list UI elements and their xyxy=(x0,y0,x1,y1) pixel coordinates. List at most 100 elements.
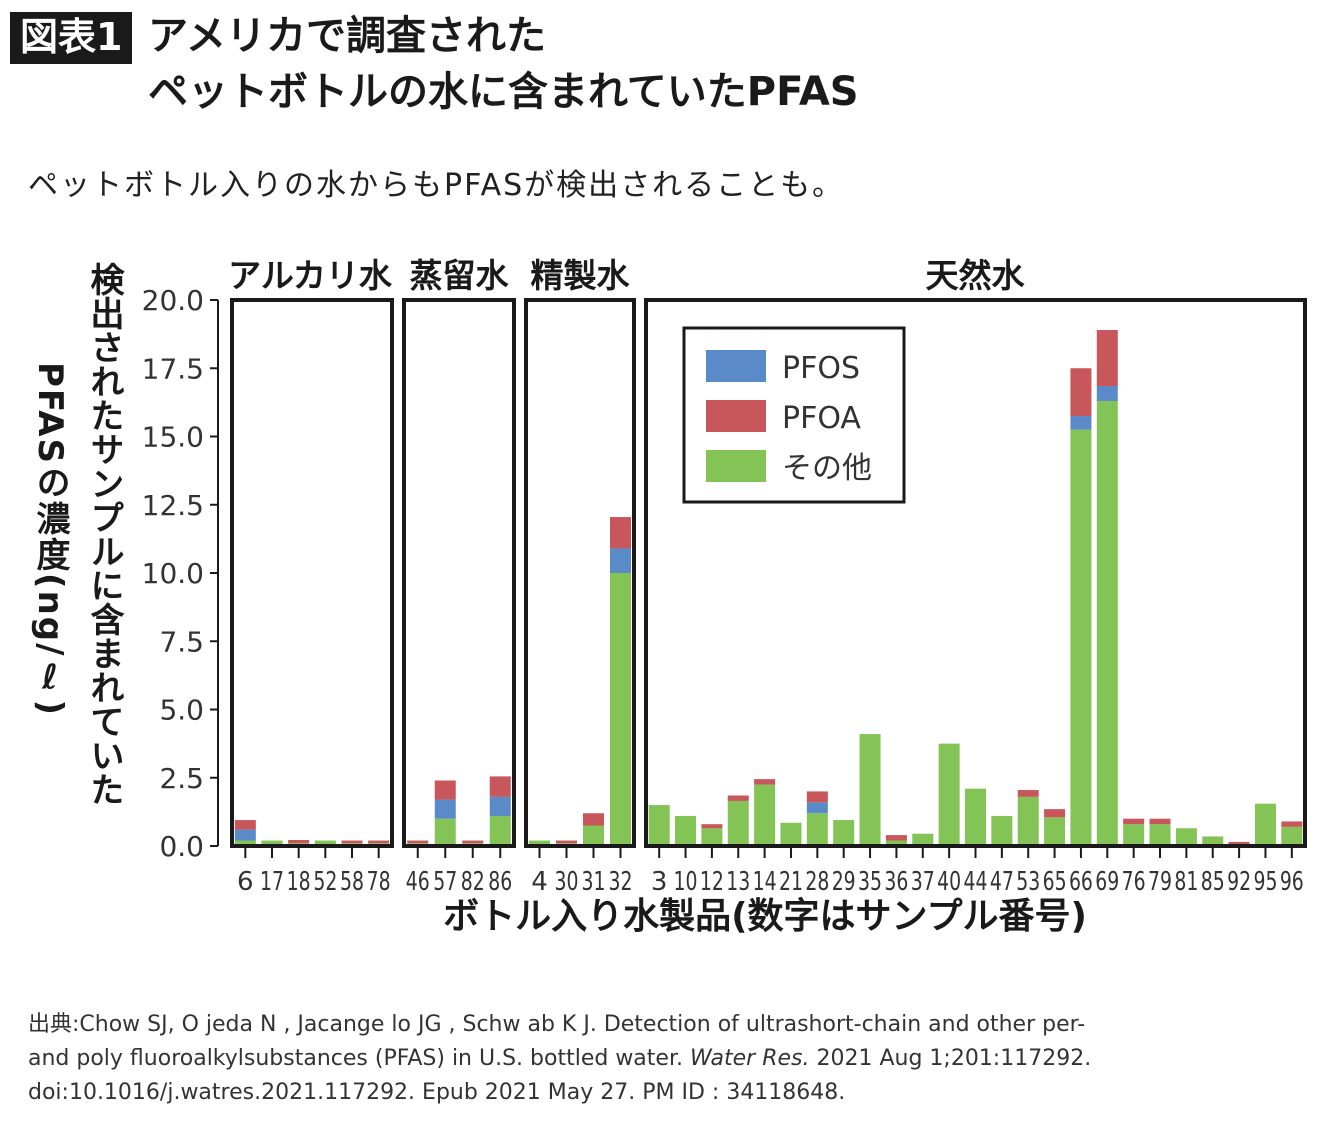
bar-segment-pfoa xyxy=(1228,841,1250,845)
x-tick-label: 12 xyxy=(700,867,724,897)
bar-segment-other xyxy=(314,840,336,846)
y-tick-label: 2.5 xyxy=(159,762,204,795)
bar-segment-other xyxy=(885,840,907,846)
bar-segment-other xyxy=(1175,828,1197,846)
x-tick-label: 44 xyxy=(964,867,988,897)
panel-frame xyxy=(402,298,516,848)
legend-label: PFOA xyxy=(782,401,861,436)
figure-number-badge: 図表1 xyxy=(10,12,133,64)
bar-segment-pfoa xyxy=(462,840,484,844)
bar-segment-pfoa xyxy=(1017,790,1039,797)
bar-segment-other xyxy=(938,743,960,846)
source-journal: Water Res. xyxy=(689,1046,810,1071)
bar-segment-pfoa xyxy=(701,824,723,829)
x-tick-label: 28 xyxy=(805,867,829,897)
bar-segment-other xyxy=(1070,429,1092,846)
x-tick-label: 18 xyxy=(287,867,311,897)
x-tick-label: 53 xyxy=(1016,867,1040,897)
source-line-2-date: 2021 Aug 1;201:117292. xyxy=(809,1046,1092,1071)
bar-segment-other xyxy=(859,734,881,846)
legend-label: PFOS xyxy=(782,351,860,386)
x-tick-label: 76 xyxy=(1122,867,1146,897)
bar-segment-other xyxy=(610,573,631,846)
y-tick-label: 15.0 xyxy=(142,421,204,454)
bar-segment-other xyxy=(675,815,697,846)
bar-segment-pfoa xyxy=(434,780,456,800)
bar-segment-pfoa xyxy=(407,840,429,844)
legend-swatch xyxy=(706,450,766,482)
bar-segment-other xyxy=(1149,824,1171,846)
bar-segment-other xyxy=(648,805,670,846)
x-tick-label: 81 xyxy=(1174,867,1198,897)
x-tick-label: 30 xyxy=(555,867,579,897)
bar-segment-other xyxy=(833,820,855,846)
bar-segment-other xyxy=(261,840,283,846)
stacked-bar-chart: 0.0 2.5 5.0 7.5 10.0 12.5 15.0 17.5 20.0 検出されたサンプ… xyxy=(30,256,1307,937)
bar-segment-pfoa xyxy=(1096,330,1118,386)
x-tick-label: 6 xyxy=(237,867,254,897)
bar-segment-pfoa xyxy=(583,813,604,826)
x-tick-label: 58 xyxy=(340,867,364,897)
bar-segment-other xyxy=(434,818,456,846)
bar-segment-pfoa xyxy=(234,820,256,830)
x-tick-label: 14 xyxy=(753,867,777,897)
x-tick-label: 10 xyxy=(674,867,698,897)
x-tick-label: 52 xyxy=(313,867,337,897)
x-tick-label: 31 xyxy=(582,867,606,897)
x-tick-label: 29 xyxy=(832,867,856,897)
bar-segment-other xyxy=(1254,803,1276,846)
x-tick-label: 32 xyxy=(609,867,633,897)
bar-segment-pfoa xyxy=(727,795,749,801)
bar-segment-pfos xyxy=(1070,416,1092,430)
x-tick-label: 36 xyxy=(884,867,908,897)
bar-segment-other xyxy=(965,788,986,846)
panel-title: 天然水 xyxy=(926,256,1026,295)
bar-segment-other xyxy=(1281,826,1303,846)
bar-segment-other xyxy=(1123,824,1145,846)
bar-segment-other xyxy=(583,825,604,846)
bar-segment-other xyxy=(529,840,550,846)
x-tick-label: 69 xyxy=(1095,867,1119,897)
bar-segment-pfos xyxy=(434,799,456,819)
x-tick-label: 40 xyxy=(937,867,961,897)
x-tick-label: 37 xyxy=(911,867,935,897)
bar-segment-other xyxy=(754,784,776,846)
bar-segment-pfoa xyxy=(806,791,828,803)
x-tick-label: 3 xyxy=(651,867,668,897)
x-tick-label: 92 xyxy=(1227,867,1251,897)
bar-segment-pfoa xyxy=(1044,809,1066,818)
x-tick-label: 47 xyxy=(990,867,1014,897)
bar-segment-pfoa xyxy=(1070,368,1092,417)
bar-segment-pfos xyxy=(610,548,631,573)
x-tick-label: 57 xyxy=(433,867,457,897)
chart-subtitle: ペットボトル入りの水からもPFASが検出されることも。 xyxy=(28,168,845,203)
y-axis-label-line-1: 検出されたサンプルに含まれていた xyxy=(84,262,124,806)
bar-segment-other xyxy=(234,840,256,846)
bar-segment-pfoa xyxy=(1149,818,1171,825)
bar-segment-pfoa xyxy=(288,839,310,844)
source-line-2: and poly fluoroalkylsubstances (PFAS) in… xyxy=(28,1042,1318,1076)
bar-segment-pfoa xyxy=(1123,818,1145,825)
bar-segment-pfoa xyxy=(1281,821,1303,827)
bar-segment-other xyxy=(806,813,828,846)
bar-segment-pfos xyxy=(234,829,256,841)
bar-segment-other xyxy=(1044,817,1066,846)
x-tick-label: 65 xyxy=(1043,867,1067,897)
bar-segment-other xyxy=(1202,836,1224,846)
bar-segment-pfoa xyxy=(556,840,577,844)
x-tick-label: 66 xyxy=(1069,867,1093,897)
panel-frame xyxy=(644,298,1307,848)
x-tick-label: 96 xyxy=(1280,867,1304,897)
x-tick-label: 13 xyxy=(726,867,750,897)
legend-swatch xyxy=(706,350,766,382)
bar-segment-pfoa xyxy=(610,517,631,549)
bar-segment-pfoa xyxy=(754,779,776,785)
source-citation: 出典:Chow SJ, O jeda N , Jacange lo JG , S… xyxy=(28,1008,1318,1110)
x-tick-label: 78 xyxy=(367,867,391,897)
x-tick-label: 46 xyxy=(406,867,430,897)
panel-title: アルカリ水 xyxy=(228,256,393,295)
panel-frame xyxy=(524,298,636,848)
bar-segment-other xyxy=(489,815,511,846)
source-line-2-text: and poly fluoroalkylsubstances (PFAS) in… xyxy=(28,1046,690,1071)
bar-segment-pfos xyxy=(806,802,828,814)
